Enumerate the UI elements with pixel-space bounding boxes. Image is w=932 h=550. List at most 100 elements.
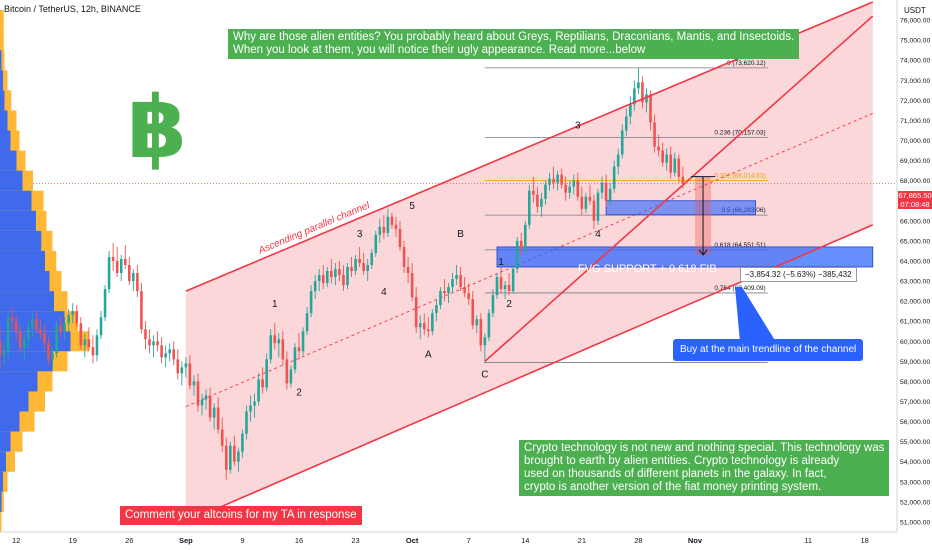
candle-body (309, 291, 313, 314)
candle-body (572, 180, 576, 187)
y-axis-tick: 60,000.00 (900, 339, 930, 346)
candle-body (261, 379, 264, 388)
candle-body (637, 82, 640, 89)
volume-profile-bar (0, 50, 5, 71)
candle-body (273, 335, 277, 344)
currency-label: USDT (904, 6, 926, 15)
candle-body (342, 275, 345, 286)
candle-body (14, 321, 18, 332)
measure-arrow (698, 249, 708, 256)
fvg-label: FVG SUPPORT + 0.618 FIB (578, 263, 717, 275)
volume-profile-bar (0, 491, 4, 512)
candle-body (386, 216, 390, 233)
bitcoin-logo: ฿ (127, 78, 187, 178)
wave-label: 2 (506, 299, 512, 310)
wave-label: 4 (381, 287, 387, 298)
fib-level-label: 0.236 (70,157.03) (714, 129, 765, 136)
candle-body (471, 299, 475, 326)
candle-body (475, 319, 479, 326)
candle-body (249, 405, 252, 412)
candle-body (313, 281, 317, 292)
candle-body (301, 331, 305, 352)
y-axis-tick: 66,000.00 (900, 218, 930, 225)
x-axis-tick: Sep (179, 536, 193, 545)
candle-body (63, 323, 66, 332)
candle-body (241, 433, 244, 452)
y-axis-tick: 51,000.00 (900, 519, 930, 526)
volume-profile-bar (0, 351, 53, 372)
candle-body (289, 369, 293, 384)
volume-profile-bar (0, 391, 29, 412)
candle-body (6, 317, 10, 352)
candle-body (10, 317, 14, 322)
candle-body (511, 269, 515, 292)
candle-body (629, 104, 632, 117)
candle-body (596, 192, 600, 221)
candle-body (507, 285, 511, 292)
candle-body (523, 224, 527, 249)
volume-profile-bar (0, 451, 6, 472)
candle-body (338, 269, 341, 276)
candle-body (196, 381, 200, 406)
candle-body (499, 277, 503, 290)
candle-body (269, 335, 273, 360)
candle-body (584, 196, 588, 209)
candle-body (669, 154, 673, 173)
candle-body (588, 196, 592, 201)
candle-body (325, 271, 329, 284)
candle-body (152, 341, 155, 346)
volume-profile-bar (0, 10, 4, 31)
current-price-countdown: 07:08:48 (900, 200, 930, 209)
bottom-annotation-line-4: crypto is another version of the fiat mo… (524, 481, 822, 493)
candle-body (645, 94, 648, 103)
wave-label: 5 (409, 201, 415, 212)
candle-body (71, 311, 75, 316)
volume-profile-bar (0, 170, 23, 191)
x-axis-tick: 23 (351, 536, 359, 545)
candle-body (99, 317, 103, 336)
candle-body (334, 269, 337, 278)
candle-body (673, 158, 677, 173)
candle-body (422, 323, 426, 330)
candle-body (180, 367, 184, 374)
candle-body (661, 150, 664, 163)
candle-body (665, 154, 668, 163)
candle-body (604, 182, 608, 201)
candle-body (83, 339, 87, 346)
candle-body (168, 349, 171, 354)
candle-body (624, 116, 628, 131)
y-axis-tick: 57,000.00 (900, 399, 930, 406)
candle-body (18, 331, 22, 348)
y-axis-tick: 75,000.00 (900, 38, 930, 45)
candle-body (592, 200, 596, 221)
candle-body (330, 271, 333, 278)
buy-callout: Buy at the main trendline of the channel (673, 339, 864, 361)
candle-body (136, 273, 139, 292)
bottom-annotation-line-1: Crypto technology is not new and nothing… (524, 442, 885, 454)
volume-profile-bar (0, 271, 50, 292)
bottom-annotation-line-2: brought to earth by alien entities. Cryp… (524, 455, 840, 467)
y-axis-tick: 63,000.00 (900, 279, 930, 286)
candle-body (394, 224, 398, 229)
candle-body (43, 333, 46, 344)
candle-body (208, 395, 212, 418)
candle-body (111, 256, 115, 261)
candle-body (22, 339, 26, 348)
candle-body (491, 295, 495, 314)
candle-body (293, 347, 297, 370)
candle-body (362, 262, 365, 272)
candle-body (435, 305, 438, 314)
candle-body (2, 351, 6, 356)
y-axis-tick: 71,000.00 (900, 118, 930, 125)
candle-body (132, 273, 135, 282)
y-axis-tick: 61,000.00 (900, 319, 930, 326)
candle-body (447, 287, 450, 294)
y-axis-tick: 72,000.00 (900, 98, 930, 105)
candle-body (285, 359, 289, 384)
candle-body (552, 178, 555, 183)
buy-callout-pointer (735, 287, 776, 342)
x-axis-tick: 7 (467, 536, 471, 545)
candle-body (374, 234, 378, 253)
candle-body (67, 315, 70, 324)
